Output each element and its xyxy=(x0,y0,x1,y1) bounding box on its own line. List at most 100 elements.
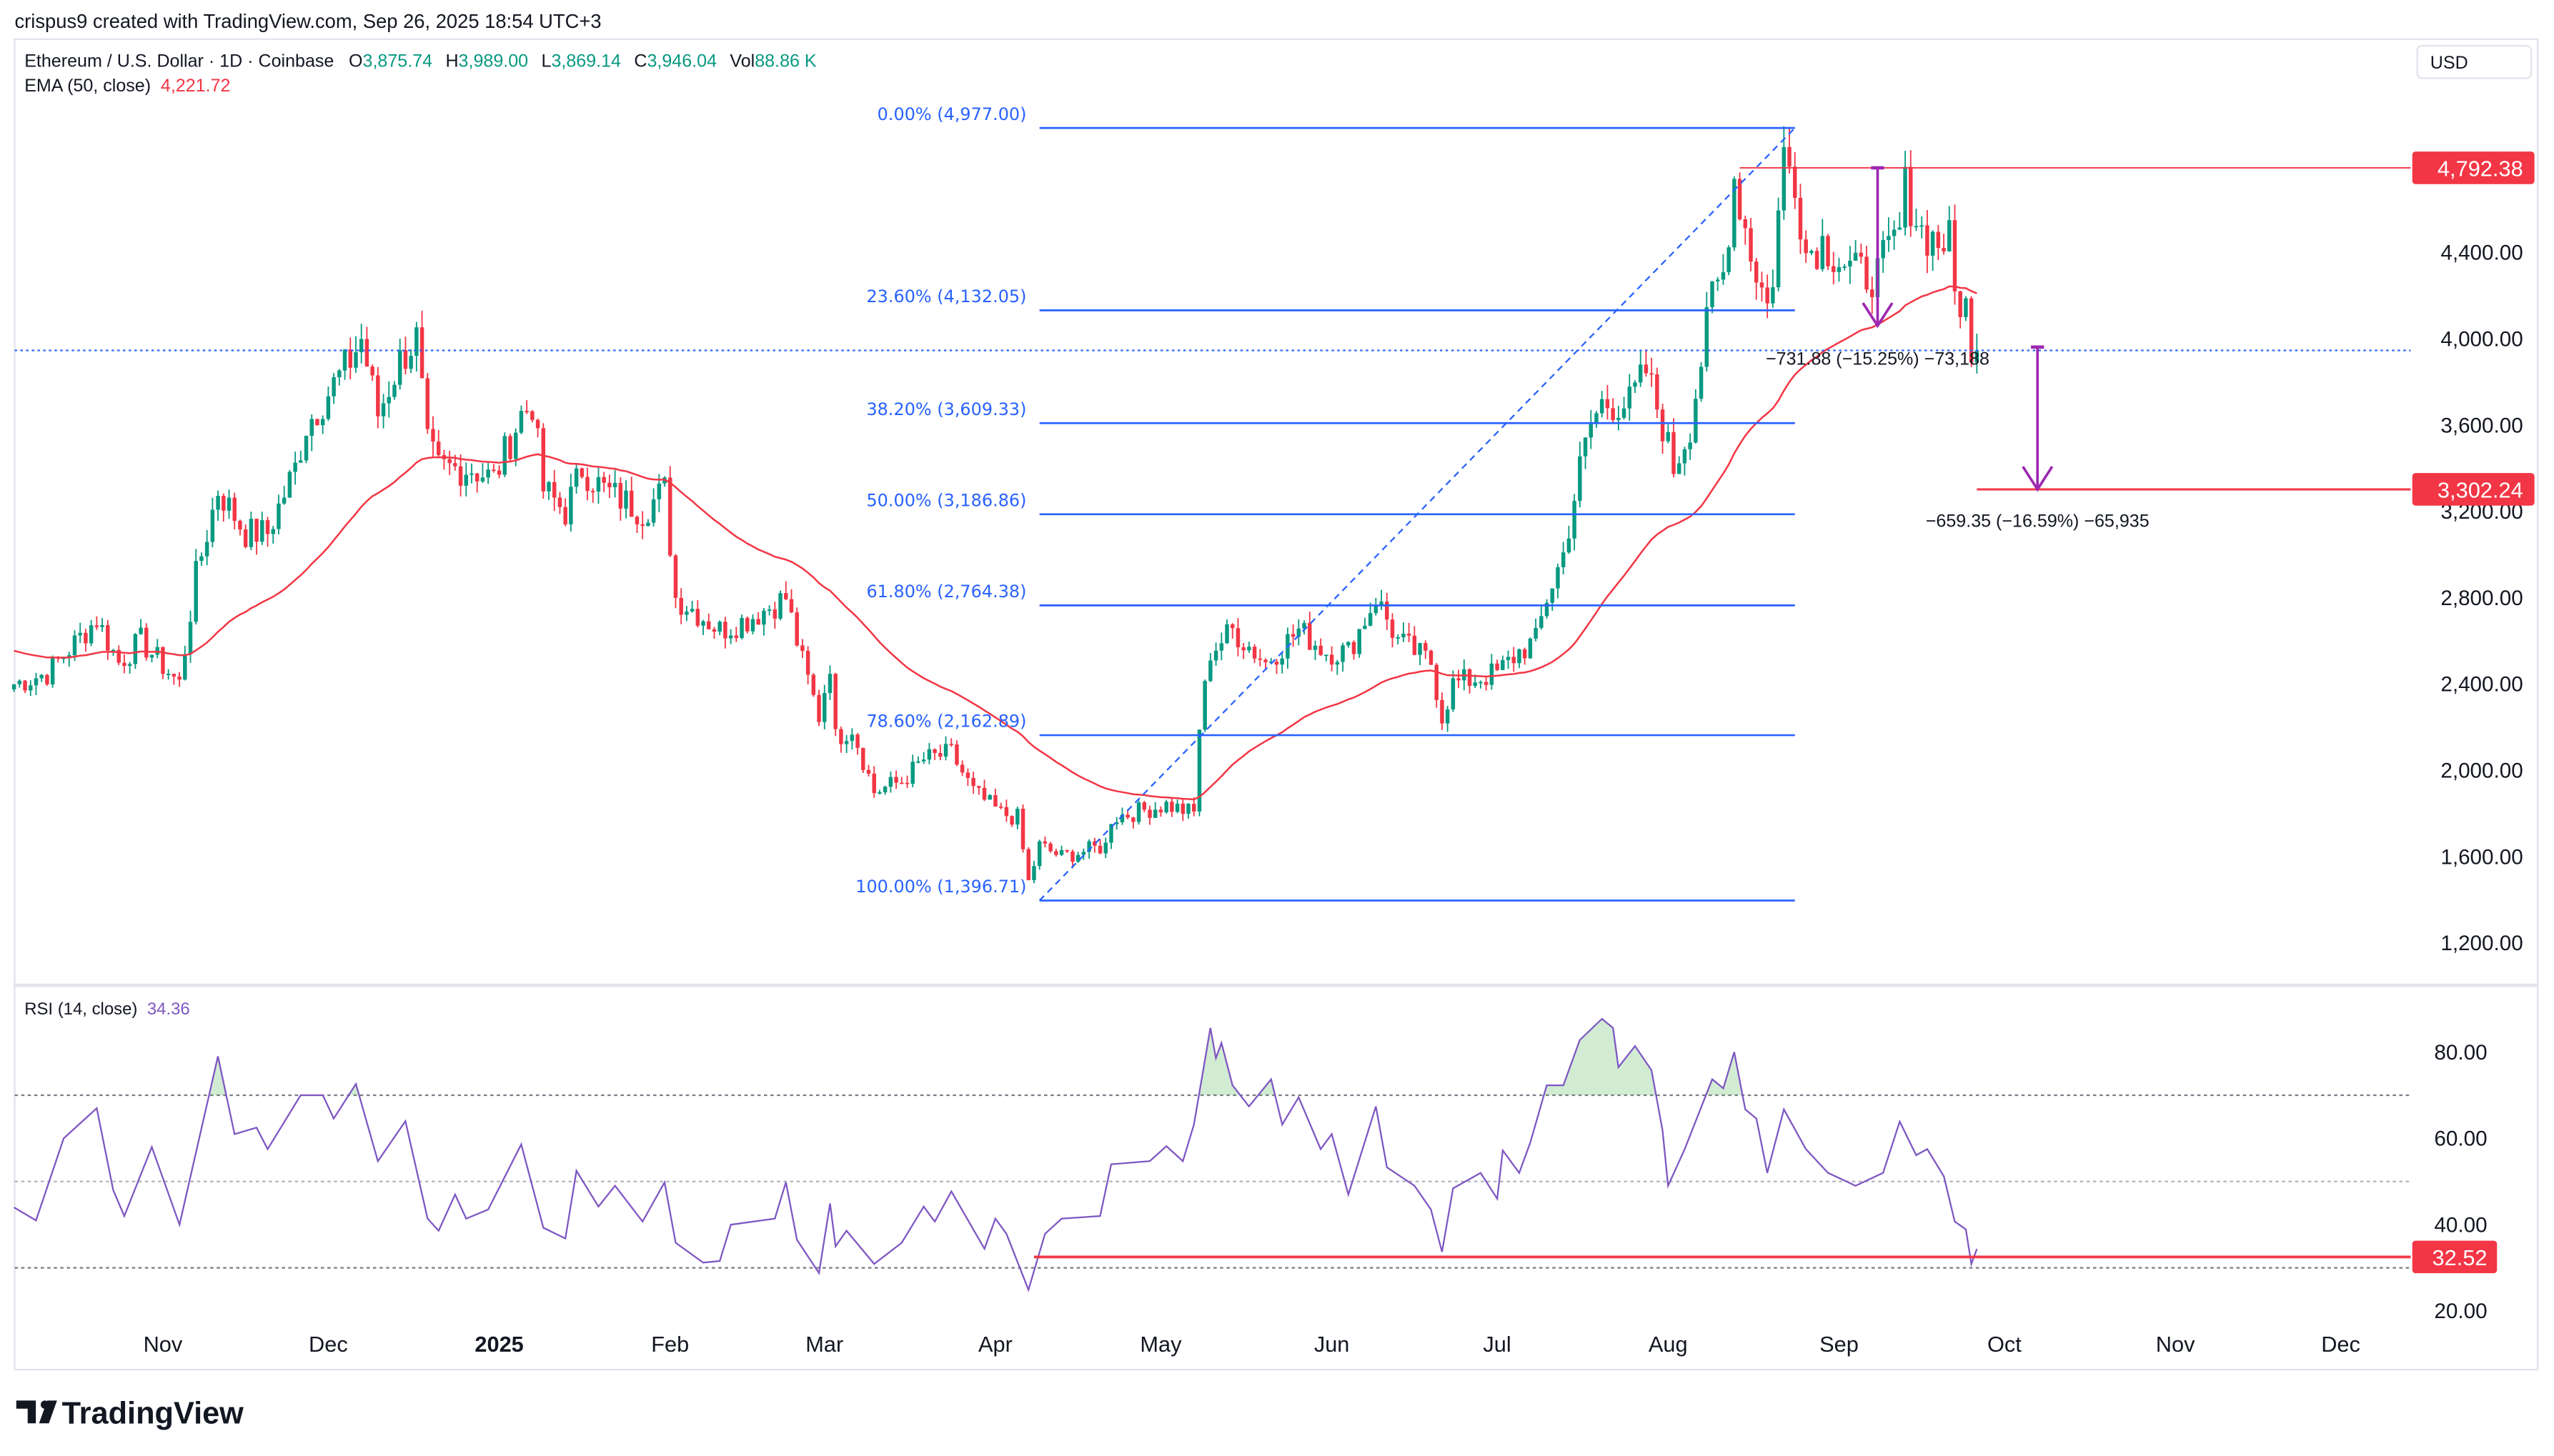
candle-down[interactable] xyxy=(1456,678,1461,681)
candle-down[interactable] xyxy=(839,729,843,744)
candle-up[interactable] xyxy=(183,654,187,680)
candle-up[interactable] xyxy=(1357,629,1361,654)
candle-down[interactable] xyxy=(673,555,678,598)
candle-down[interactable] xyxy=(1467,669,1472,686)
candle-down[interactable] xyxy=(557,497,562,507)
candle-down[interactable] xyxy=(1020,808,1025,849)
candle-up[interactable] xyxy=(1782,146,1787,211)
candle-down[interactable] xyxy=(861,747,865,770)
ema-legend[interactable]: EMA (50, close) 4,221.72 xyxy=(24,76,230,96)
candle-down[interactable] xyxy=(172,674,177,677)
candle-down[interactable] xyxy=(23,680,27,691)
candle-up[interactable] xyxy=(1324,654,1328,657)
candle-up[interactable] xyxy=(1578,456,1582,502)
candle-down[interactable] xyxy=(1065,849,1070,852)
candle-up[interactable] xyxy=(249,519,254,547)
candle-up[interactable] xyxy=(127,664,132,667)
candle-down[interactable] xyxy=(106,625,110,651)
candle-up[interactable] xyxy=(651,499,656,523)
candle-down[interactable] xyxy=(530,411,535,420)
candle-down[interactable] xyxy=(1428,650,1433,665)
candle-down[interactable] xyxy=(1010,816,1014,825)
candle-up[interactable] xyxy=(227,497,232,511)
candle-down[interactable] xyxy=(1148,809,1152,818)
candle-up[interactable] xyxy=(1517,649,1521,664)
candle-up[interactable] xyxy=(1848,260,1852,266)
candle-up[interactable] xyxy=(1820,236,1825,269)
candle-down[interactable] xyxy=(1231,624,1235,629)
candle-up[interactable] xyxy=(293,462,297,472)
candle-up[interactable] xyxy=(1561,552,1566,567)
candle-down[interactable] xyxy=(1765,287,1769,304)
candle-up[interactable] xyxy=(767,609,772,611)
candle-up[interactable] xyxy=(1401,633,1406,638)
candle-up[interactable] xyxy=(574,468,579,487)
candle-down[interactable] xyxy=(1644,364,1649,374)
candle-down[interactable] xyxy=(1390,619,1395,638)
candle-up[interactable] xyxy=(547,482,551,492)
candle-down[interactable] xyxy=(1495,663,1499,670)
candle-down[interactable] xyxy=(243,529,248,547)
candle-down[interactable] xyxy=(1605,399,1610,409)
candle-up[interactable] xyxy=(1087,841,1091,852)
candle-up[interactable] xyxy=(1120,814,1125,822)
candle-up[interactable] xyxy=(282,497,287,504)
candle-down[interactable] xyxy=(756,619,760,625)
candle-up[interactable] xyxy=(1726,247,1731,273)
candle-down[interactable] xyxy=(1351,642,1356,654)
candle-down[interactable] xyxy=(116,649,121,663)
candle-up[interactable] xyxy=(878,792,882,794)
candle-down[interactable] xyxy=(1329,654,1334,665)
candle-up[interactable] xyxy=(72,635,77,656)
candle-down[interactable] xyxy=(591,491,595,493)
candle-down[interactable] xyxy=(955,744,959,765)
candle-up[interactable] xyxy=(287,472,292,498)
candle-down[interactable] xyxy=(1291,634,1296,637)
candle-up[interactable] xyxy=(1335,662,1340,665)
candle-down[interactable] xyxy=(894,777,898,783)
candle-up[interactable] xyxy=(133,634,138,664)
candle-down[interactable] xyxy=(982,787,987,800)
candle-down[interactable] xyxy=(1859,252,1864,257)
candle-up[interactable] xyxy=(1930,231,1935,256)
price-pane[interactable] xyxy=(11,126,2411,884)
candle-up[interactable] xyxy=(1776,210,1781,288)
candle-down[interactable] xyxy=(1969,298,1974,363)
candle-up[interactable] xyxy=(1534,627,1538,639)
candle-down[interactable] xyxy=(1043,841,1048,844)
candle-up[interactable] xyxy=(34,678,39,686)
candle-up[interactable] xyxy=(916,761,920,763)
candle-down[interactable] xyxy=(933,749,937,753)
candle-up[interactable] xyxy=(1032,866,1036,880)
candle-up[interactable] xyxy=(1621,408,1626,418)
candle-up[interactable] xyxy=(1302,623,1306,629)
candle-up[interactable] xyxy=(11,684,16,690)
candle-up[interactable] xyxy=(1473,682,1477,686)
candle-down[interactable] xyxy=(707,621,711,629)
candle-down[interactable] xyxy=(1412,635,1417,655)
candle-up[interactable] xyxy=(166,674,171,676)
candle-up[interactable] xyxy=(1269,662,1273,663)
candle-down[interactable] xyxy=(1759,282,1764,288)
candle-down[interactable] xyxy=(1048,843,1053,852)
candle-down[interactable] xyxy=(1749,228,1753,262)
candle-up[interactable] xyxy=(1837,266,1842,272)
tradingview-logo[interactable]: TradingView xyxy=(16,1396,244,1430)
candle-up[interactable] xyxy=(596,477,601,492)
candle-down[interactable] xyxy=(630,490,634,517)
candle-up[interactable] xyxy=(111,649,116,652)
candle-up[interactable] xyxy=(1974,350,1979,363)
candle-down[interactable] xyxy=(1241,647,1246,651)
candle-down[interactable] xyxy=(734,635,739,639)
candle-up[interactable] xyxy=(1627,387,1632,409)
candle-down[interactable] xyxy=(552,482,557,498)
candle-up[interactable] xyxy=(1373,605,1378,614)
candle-up[interactable] xyxy=(1704,306,1709,367)
candle-up[interactable] xyxy=(740,617,744,639)
candle-down[interactable] xyxy=(1671,432,1676,474)
candle-up[interactable] xyxy=(612,483,617,488)
candle-up[interactable] xyxy=(569,487,573,524)
candle-down[interactable] xyxy=(1814,251,1819,269)
candle-down[interactable] xyxy=(1308,623,1312,650)
